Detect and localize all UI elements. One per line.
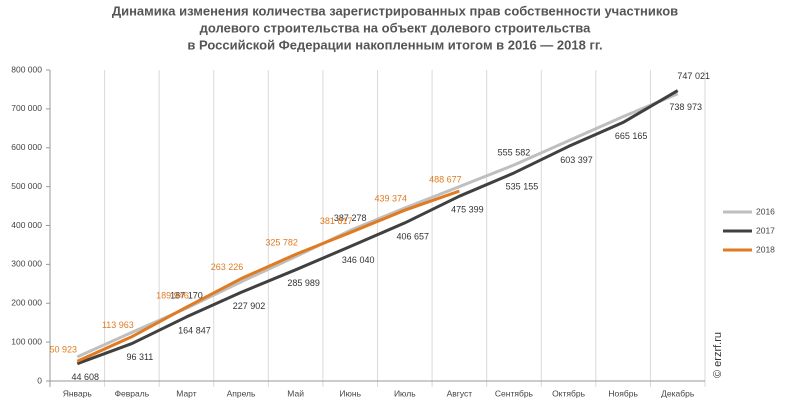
data-label: 665 165: [615, 131, 648, 141]
watermark: © erzrf.ru: [712, 332, 724, 378]
x-tick-label: Февраль: [115, 388, 150, 398]
chart-title: Динамика изменения количества зарегистри…: [112, 3, 678, 18]
y-tick-label: 600 000: [11, 142, 42, 152]
data-label: 227 902: [233, 301, 266, 311]
y-tick-label: 0: [37, 375, 42, 385]
x-tick-label: Июнь: [339, 388, 361, 398]
data-label: 187 170: [170, 291, 203, 301]
y-tick-label: 400 000: [11, 220, 42, 230]
data-label: 555 582: [498, 147, 531, 157]
series-line: [76, 89, 679, 366]
data-label: 488 677: [429, 174, 462, 184]
x-tick-label: Январь: [63, 388, 93, 398]
data-label: 406 657: [397, 231, 430, 241]
x-tick-label: Октябрь: [552, 388, 586, 398]
legend-label: 2017: [756, 225, 775, 235]
data-label: 747 021: [677, 71, 710, 81]
x-tick-label: Декабрь: [661, 388, 695, 398]
data-label: 96 311: [126, 352, 153, 362]
data-label: 535 155: [506, 181, 539, 191]
y-tick-label: 700 000: [11, 103, 42, 113]
data-label: 164 847: [178, 325, 211, 335]
chart-title: в Российской Федерации накопленным итого…: [187, 37, 602, 52]
y-tick-label: 500 000: [11, 181, 42, 191]
data-label: 113 963: [102, 320, 134, 330]
x-tick-label: Май: [287, 388, 304, 398]
y-tick-label: 300 000: [11, 259, 42, 269]
x-tick-label: Сентябрь: [495, 388, 534, 398]
data-label: 381 817: [320, 216, 353, 226]
data-label: 387 278: [334, 213, 367, 223]
data-label: 603 397: [560, 155, 593, 165]
series-line: [76, 189, 460, 363]
x-tick-label: Ноябрь: [608, 388, 638, 398]
x-tick-label: Март: [176, 388, 196, 398]
data-label: 738 973: [669, 102, 702, 112]
data-label: 475 399: [451, 205, 484, 215]
x-tick-label: Июль: [394, 388, 416, 398]
data-label: 50 923: [50, 345, 78, 355]
legend-label: 2016: [756, 206, 775, 216]
data-label: 44 608: [72, 372, 100, 382]
data-label: 346 040: [342, 255, 375, 265]
x-tick-label: Август: [447, 388, 473, 398]
data-label: 263 226: [211, 262, 244, 272]
data-label: 325 782: [265, 238, 298, 248]
data-label: 285 989: [287, 278, 320, 288]
y-tick-label: 100 000: [11, 336, 42, 346]
legend-label: 2018: [756, 244, 775, 254]
y-tick-label: 800 000: [11, 64, 42, 74]
data-label: 439 374: [375, 194, 408, 204]
x-tick-label: Апрель: [227, 388, 256, 398]
chart-title: долевого строительства на объект долевог…: [200, 20, 591, 35]
data-label: 189 946: [156, 291, 189, 301]
y-tick-label: 200 000: [11, 298, 42, 308]
